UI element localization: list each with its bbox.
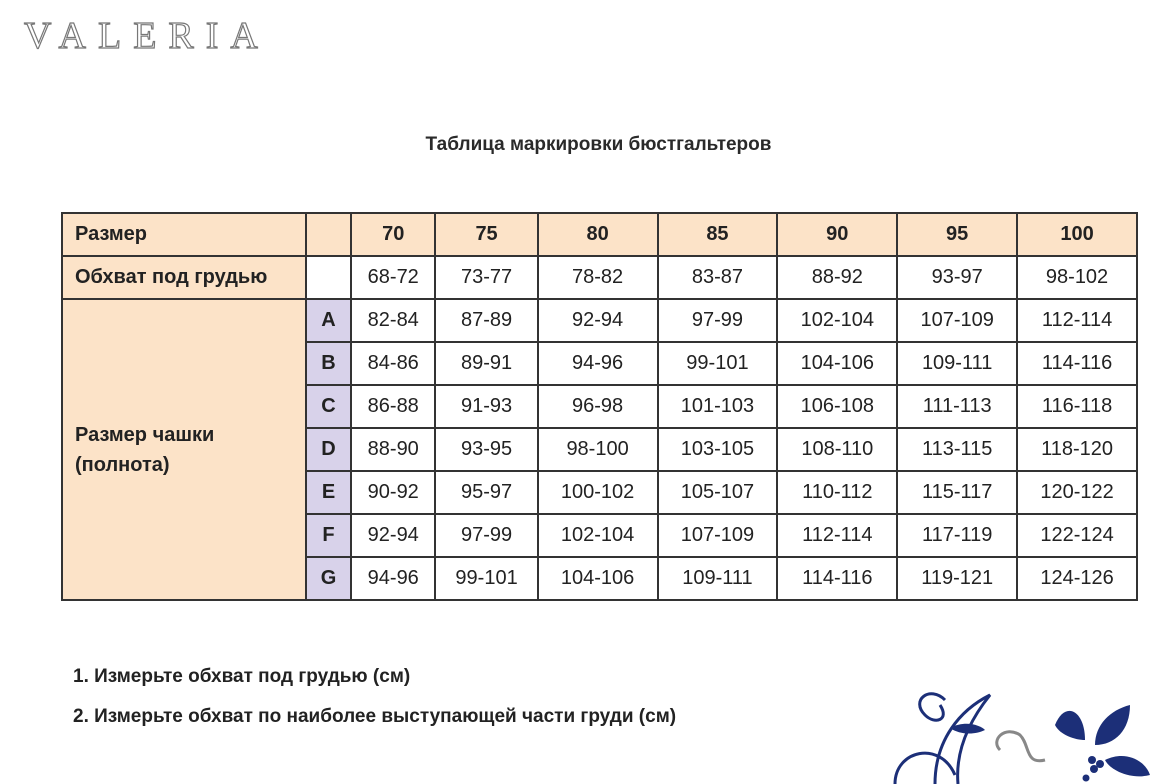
size-header-cell: 80 bbox=[536, 212, 659, 257]
cup-letter: F bbox=[305, 513, 352, 558]
bust-range-cell: 92-94 bbox=[349, 513, 437, 558]
blank-cell bbox=[305, 255, 352, 300]
cup-label: Размер чашки (полнота) bbox=[61, 298, 307, 601]
bust-range-cell: 95-97 bbox=[434, 470, 539, 515]
bust-range-cell: 105-107 bbox=[656, 470, 779, 515]
table-row-cup: F 92-94 97-99 102-104 107-109 112-114 117-119 1… bbox=[62, 513, 1138, 558]
bust-range-cell: 89-91 bbox=[434, 341, 539, 386]
underbust-cell: 88-92 bbox=[776, 255, 899, 300]
underbust-cell: 68-72 bbox=[349, 255, 437, 300]
instruction-1: 1. Измерьте обхват под грудью (см) bbox=[73, 666, 411, 687]
table-row-cup: G 94-96 99-101 104-106 109-111 114-116 119-121… bbox=[62, 556, 1138, 601]
bust-range-cell: 97-99 bbox=[656, 298, 779, 343]
bust-range-cell: 117-119 bbox=[896, 513, 1019, 558]
cup-letter: A bbox=[305, 298, 352, 343]
bust-range-cell: 86-88 bbox=[349, 384, 437, 429]
bust-range-cell: 110-112 bbox=[776, 470, 899, 515]
table-row-cup: Размер чашки (полнота) A 82-84 87-89 92-94 97… bbox=[61, 298, 1138, 601]
bust-range-cell: 118-120 bbox=[1016, 427, 1138, 472]
bust-range-cell: 102-104 bbox=[776, 298, 899, 343]
cup-letter: E bbox=[305, 470, 352, 515]
bust-range-cell: 106-108 bbox=[776, 384, 899, 429]
size-label: Размер bbox=[61, 212, 307, 257]
bust-range-cell: 92-94 bbox=[536, 298, 659, 343]
bust-range-cell: 109-111 bbox=[656, 556, 779, 601]
bust-range-cell: 88-90 bbox=[349, 427, 437, 472]
bust-range-cell: 82-84 bbox=[349, 298, 437, 343]
bust-range-cell: 120-122 bbox=[1016, 470, 1138, 515]
bust-range-cell: 103-105 bbox=[656, 427, 779, 472]
bust-range-cell: 98-100 bbox=[536, 427, 659, 472]
bust-range-cell: 99-101 bbox=[656, 341, 779, 386]
instruction-2: 2. Измерьте обхват по наиболее выступающ… bbox=[73, 706, 677, 727]
floral-ornament-icon bbox=[893, 692, 1150, 784]
table-row-cup: E 90-92 95-97 100-102 105-107 110-112 115-117 1… bbox=[62, 470, 1138, 515]
bust-range-cell: 113-115 bbox=[896, 427, 1019, 472]
bust-range-cell: 93-95 bbox=[434, 427, 539, 472]
bust-range-cell: 115-117 bbox=[896, 470, 1019, 515]
size-header-cell: 90 bbox=[776, 212, 899, 257]
bust-range-cell: 114-116 bbox=[1016, 341, 1138, 386]
blank-cell bbox=[305, 212, 352, 257]
underbust-cell: 73-77 bbox=[434, 255, 539, 300]
underbust-cell: 98-102 bbox=[1016, 255, 1138, 300]
table-row-cup: D 88-90 93-95 98-100 103-105 108-110 113-115 11… bbox=[62, 427, 1138, 472]
bust-range-cell: 124-126 bbox=[1016, 556, 1138, 601]
underbust-label: Обхват под грудью bbox=[61, 255, 307, 300]
page-title: Таблица маркировки бюстгальтеров bbox=[0, 134, 1173, 156]
bust-range-cell: 112-114 bbox=[776, 513, 899, 558]
size-header-cell: 95 bbox=[896, 212, 1019, 257]
bust-range-cell: 119-121 bbox=[896, 556, 1019, 601]
bust-range-cell: 84-86 bbox=[349, 341, 437, 386]
cup-letter: D bbox=[305, 427, 352, 472]
bust-range-cell: 97-99 bbox=[434, 513, 539, 558]
size-header-cell: 70 bbox=[349, 212, 437, 257]
bust-range-cell: 111-113 bbox=[896, 384, 1019, 429]
cup-letter: B bbox=[305, 341, 352, 386]
bust-range-cell: 122-124 bbox=[1016, 513, 1138, 558]
table-row-size: Размер 70 75 80 85 90 95 100 bbox=[61, 212, 1138, 257]
bust-range-cell: 107-109 bbox=[656, 513, 779, 558]
table-row-cup: B 84-86 89-91 94-96 99-101 104-106 109-111 114-… bbox=[62, 341, 1138, 386]
bust-range-cell: 104-106 bbox=[776, 341, 899, 386]
size-table: Размер 70 75 80 85 90 95 100 Обхват под грудью… bbox=[61, 212, 1138, 601]
bust-range-cell: 112-114 bbox=[1016, 298, 1138, 343]
bust-range-cell: 94-96 bbox=[536, 341, 659, 386]
table-row-underbust: Обхват под грудью 68-72 73-77 78-82 83-87 88… bbox=[61, 255, 1138, 300]
table-row-cup: C 86-88 91-93 96-98 101-103 106-108 111-113 116… bbox=[62, 384, 1138, 429]
cup-letter: C bbox=[305, 384, 352, 429]
bust-range-cell: 100-102 bbox=[536, 470, 659, 515]
bust-range-cell: 102-104 bbox=[536, 513, 659, 558]
size-header-cell: 100 bbox=[1016, 212, 1138, 257]
brand-logo: VALERIA bbox=[23, 14, 270, 57]
bust-range-cell: 99-101 bbox=[434, 556, 539, 601]
bust-range-cell: 109-111 bbox=[896, 341, 1019, 386]
cup-letter: G bbox=[305, 556, 352, 601]
bust-range-cell: 90-92 bbox=[349, 470, 437, 515]
bust-range-cell: 114-116 bbox=[776, 556, 899, 601]
bust-range-cell: 108-110 bbox=[776, 427, 899, 472]
bust-range-cell: 107-109 bbox=[896, 298, 1019, 343]
page-title-text: Таблица маркировки бюстгальтеров bbox=[425, 134, 772, 155]
underbust-cell: 78-82 bbox=[536, 255, 659, 300]
bust-range-cell: 101-103 bbox=[656, 384, 779, 429]
bust-range-cell: 94-96 bbox=[349, 556, 437, 601]
underbust-cell: 93-97 bbox=[896, 255, 1019, 300]
bust-range-cell: 96-98 bbox=[536, 384, 659, 429]
instructions: 1. Измерьте обхват под грудью (см) 2. Из… bbox=[73, 666, 676, 746]
underbust-cell: 83-87 bbox=[656, 255, 779, 300]
bust-range-cell: 91-93 bbox=[434, 384, 539, 429]
bust-range-cell: 87-89 bbox=[434, 298, 539, 343]
size-header-cell: 85 bbox=[656, 212, 779, 257]
size-header-cell: 75 bbox=[434, 212, 539, 257]
bust-range-cell: 116-118 bbox=[1016, 384, 1138, 429]
bust-range-cell: 104-106 bbox=[536, 556, 659, 601]
